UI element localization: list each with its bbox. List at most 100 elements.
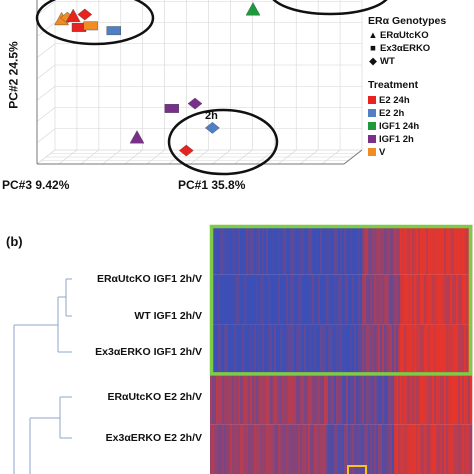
heatmap-cell <box>346 374 349 425</box>
heatmap-cell <box>350 225 353 275</box>
heatmap-cell <box>276 424 279 474</box>
heatmap-cell <box>232 324 235 375</box>
heatmap-cell <box>442 225 445 275</box>
heatmap-cell <box>264 225 267 275</box>
side-wall-grid-depth <box>36 22 56 37</box>
heatmap-cell <box>318 225 321 275</box>
pca-point-diamond <box>205 122 220 134</box>
x-axis-label: PC#1 35.8% <box>178 178 246 192</box>
heatmap-cell <box>232 274 235 325</box>
heatmap-cell <box>384 324 387 375</box>
heatmap-cell <box>326 324 329 375</box>
legend-swatch-1 <box>368 96 376 104</box>
heatmap-cell <box>402 324 405 375</box>
heatmap-cell <box>356 274 359 325</box>
heatmap-cell <box>392 324 395 375</box>
heatmap-cell <box>250 374 253 425</box>
heatmap-cell <box>250 324 253 375</box>
heatmap-cell <box>302 225 305 275</box>
heatmap-cell <box>274 225 277 275</box>
heatmap-cell <box>252 274 255 325</box>
heatmap-cell <box>310 274 313 325</box>
heatmap-cell <box>330 274 333 325</box>
heatmap-cell <box>252 424 255 474</box>
heatmap-cell <box>442 374 445 425</box>
heatmap-cell <box>446 274 449 325</box>
heatmap-cell <box>404 424 407 474</box>
heatmap-cell <box>464 374 467 425</box>
heatmap-cell <box>336 374 339 425</box>
heatmap-cell <box>346 324 349 375</box>
heatmap-cell <box>282 274 285 325</box>
heatmap-cell <box>460 225 463 275</box>
heatmap-cell <box>332 274 335 325</box>
pca-point-square <box>164 104 180 113</box>
heatmap-cell <box>270 324 273 375</box>
heatmap-cell <box>244 374 247 425</box>
heatmap-cell <box>394 274 397 325</box>
heatmap-cell <box>324 274 327 325</box>
heatmap-cell <box>328 324 331 375</box>
heatmap-cell <box>378 274 381 325</box>
heatmap-cell <box>380 274 383 325</box>
heatmap-cell <box>380 324 383 375</box>
heatmap-cell <box>374 374 377 425</box>
legend-treatment-1-label: E2 24h <box>379 95 410 106</box>
heatmap-cell <box>428 424 431 474</box>
heatmap-cell <box>434 225 437 275</box>
heatmap-cell <box>446 324 449 375</box>
heatmap-cell <box>212 374 215 425</box>
heatmap-cell <box>210 374 213 425</box>
heatmap-cell <box>338 274 341 325</box>
heatmap-cell <box>396 424 399 474</box>
heatmap-cell <box>354 374 357 425</box>
heatmap-cell <box>240 324 243 375</box>
heatmap-cell <box>378 225 381 275</box>
heatmap-cell <box>226 274 229 325</box>
heatmap-cell <box>286 274 289 325</box>
heatmap-cell <box>278 324 281 375</box>
heatmap-cell <box>246 324 249 375</box>
heatmap-cell <box>340 225 343 275</box>
heatmap-cell <box>396 225 399 275</box>
heatmap-cell <box>246 424 249 474</box>
heatmap-cell <box>416 424 419 474</box>
heatmap-cell <box>406 324 409 375</box>
heatmap-cell <box>408 274 411 325</box>
heatmap-cell <box>400 424 403 474</box>
heatmap-cell <box>226 424 229 474</box>
side-wall-grid-depth <box>36 107 56 122</box>
heatmap-cell <box>434 274 437 325</box>
heatmap-cell <box>406 274 409 325</box>
heatmap-cell <box>412 274 415 325</box>
heatmap-cell <box>348 374 351 425</box>
heatmap-cell <box>328 374 331 425</box>
heatmap-cell <box>230 274 233 325</box>
heatmap-cell <box>272 424 275 474</box>
heatmap-cell <box>294 324 297 375</box>
heatmap-cell <box>316 324 319 375</box>
heatmap-cell <box>422 374 425 425</box>
heatmap-cell <box>410 374 413 425</box>
heatmap-cell <box>424 225 427 275</box>
heatmap-cell <box>300 274 303 325</box>
heatmap-cell <box>330 225 333 275</box>
heatmap-row-label-5: Ex3αERKO E2 2h/V <box>105 432 202 444</box>
heatmap-cell <box>274 274 277 325</box>
heatmap-cell <box>402 274 405 325</box>
heatmap-cell <box>346 424 349 474</box>
legend-genotype-3-label: WT <box>380 56 395 67</box>
legend-treatment-5-label: V <box>379 147 386 158</box>
heatmap-cell <box>426 274 429 325</box>
heatmap-cell <box>412 324 415 375</box>
heatmap-cell <box>220 274 223 325</box>
heatmap-cell <box>230 324 233 375</box>
heatmap-cell <box>280 424 283 474</box>
heatmap-cell <box>366 374 369 425</box>
heatmap-cell <box>424 374 427 425</box>
heatmap-cell <box>256 374 259 425</box>
heatmap-cell <box>270 274 273 325</box>
heatmap-cell <box>436 274 439 325</box>
